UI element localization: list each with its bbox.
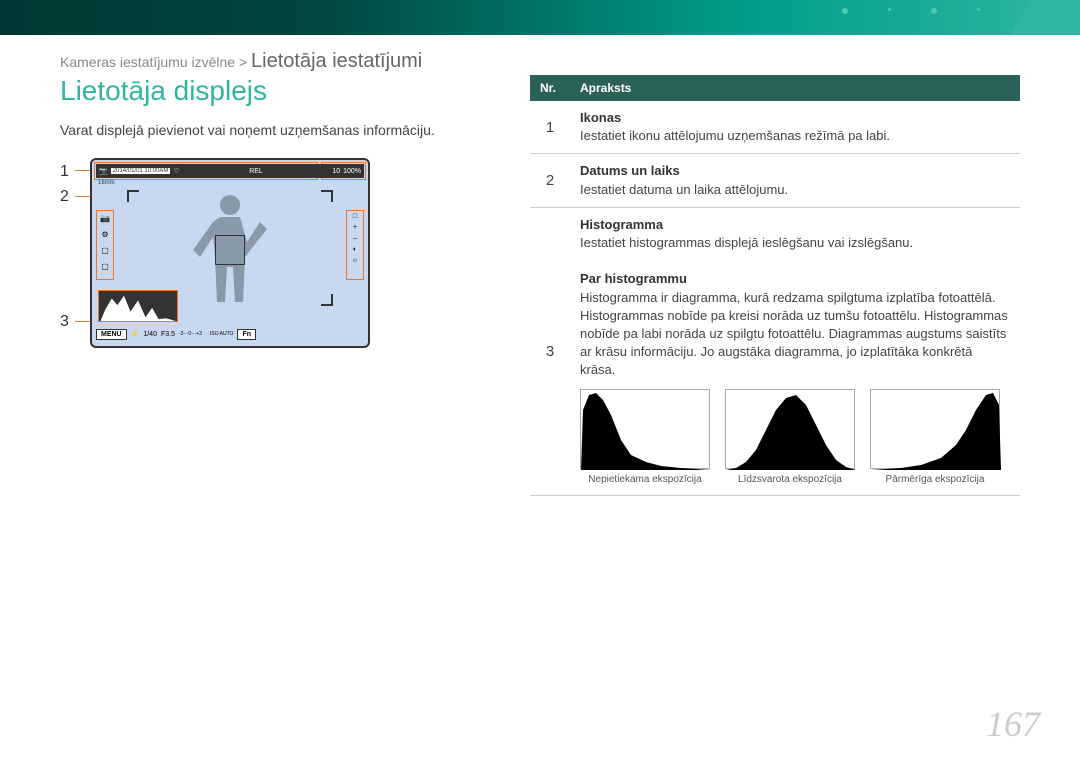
row-title: Ikonas xyxy=(580,110,621,125)
row-num: 2 xyxy=(530,154,570,207)
th-nr: Nr. xyxy=(530,75,570,101)
lcd-iso: ISO AUTO xyxy=(210,331,234,337)
row-body: Histogramma ir diagramma, kurā redzama s… xyxy=(580,290,1008,378)
menu-button: MENU xyxy=(96,329,127,340)
fn-button: Fn xyxy=(237,329,256,340)
lcd-histogram xyxy=(98,290,178,322)
section-desc: Varat displejā pievienot vai noņemt uzņe… xyxy=(60,122,480,138)
section-title: Lietotāja displejs xyxy=(60,75,480,107)
breadcrumb: Kameras iestatījumu izvēlne > Lietotāja … xyxy=(60,50,422,73)
camera-icon: 📷 xyxy=(99,167,108,175)
focus-bracket xyxy=(321,294,333,306)
row-desc: Histogramma Iestatiet histogrammas displ… xyxy=(570,207,1020,496)
icon-highlight-left: 📷⚙▢▢ xyxy=(96,210,114,280)
focus-area xyxy=(215,235,245,265)
lcd-diagram: 1 2 3 📷 2014/01/01 10:00AM ♡ REL 10 100% xyxy=(60,158,480,348)
callout-1: 1 xyxy=(60,163,69,181)
callout-3: 3 xyxy=(60,313,69,331)
row-body: Iestatiet histogrammas displejā ieslēgša… xyxy=(580,235,913,250)
histogram-examples: Nepietiekama ekspozīcija Līdzsvarota eks… xyxy=(580,389,1010,487)
lcd-rel: REL xyxy=(249,168,263,175)
right-column: Nr. Apraksts 1 Ikonas Iestatiet ikonu at… xyxy=(530,75,1020,496)
icon-highlight-right2: □+–◐☼ xyxy=(346,210,364,280)
row-num: 3 xyxy=(530,207,570,496)
row-num: 1 xyxy=(530,101,570,154)
row-desc: Datums un laiks Iestatiet datuma un laik… xyxy=(570,154,1020,207)
row-body: Iestatiet ikonu attēlojumu uzņemšanas re… xyxy=(580,128,890,143)
histogram-balanced xyxy=(725,389,855,469)
histogram-over xyxy=(870,389,1000,469)
histogram-under xyxy=(580,389,710,469)
th-apraksts: Apraksts xyxy=(570,75,1020,101)
row-title: Histogramma xyxy=(580,217,663,232)
row-body: Iestatiet datuma un laika attēlojumu. xyxy=(580,182,788,197)
hist-label: Līdzsvarota ekspozīcija xyxy=(725,473,855,487)
page-header xyxy=(0,0,1080,35)
lcd-aperture: F3.5 xyxy=(161,331,175,338)
lcd-shots: 10 xyxy=(332,168,340,175)
row-title: Datums un laiks xyxy=(580,163,680,178)
heart-icon: ♡ xyxy=(173,167,179,175)
focus-bracket xyxy=(127,190,139,202)
ev-scale: -3···0···+3 xyxy=(179,331,202,337)
callout-2: 2 xyxy=(60,188,69,206)
focus-bracket xyxy=(321,190,333,202)
lcd-bottom-bar: MENU ⚡ 1/40 F3.5 -3···0···+3 ISO AUTO Fn xyxy=(96,326,364,342)
lcd-battery: 100% xyxy=(343,168,361,175)
description-table: Nr. Apraksts 1 Ikonas Iestatiet ikonu at… xyxy=(530,75,1020,496)
lcd-top-bar: 📷 2014/01/01 10:00AM ♡ REL 10 100% xyxy=(96,164,364,178)
flash-icon: ⚡ xyxy=(131,330,140,338)
camera-lcd: 📷 2014/01/01 10:00AM ♡ REL 10 100% 16mm … xyxy=(90,158,370,348)
left-column: Lietotāja displejs Varat displejā pievie… xyxy=(60,75,480,496)
lcd-shutter: 1/40 xyxy=(143,331,157,338)
hist-label: Pārmērīga ekspozīcija xyxy=(870,473,1000,487)
header-dots xyxy=(842,8,980,14)
lcd-datetime: 2014/01/01 10:00AM xyxy=(111,168,171,174)
lcd-lens: 16mm xyxy=(98,180,115,186)
row-desc: Ikonas Iestatiet ikonu attēlojumu uzņemš… xyxy=(570,101,1020,154)
breadcrumb-prefix: Kameras iestatījumu izvēlne > xyxy=(60,54,247,70)
hist-label: Nepietiekama ekspozīcija xyxy=(580,473,710,487)
row-title: Par histogrammu xyxy=(580,271,687,286)
page-number: 167 xyxy=(986,703,1040,745)
breadcrumb-main: Lietotāja iestatījumi xyxy=(251,50,422,72)
